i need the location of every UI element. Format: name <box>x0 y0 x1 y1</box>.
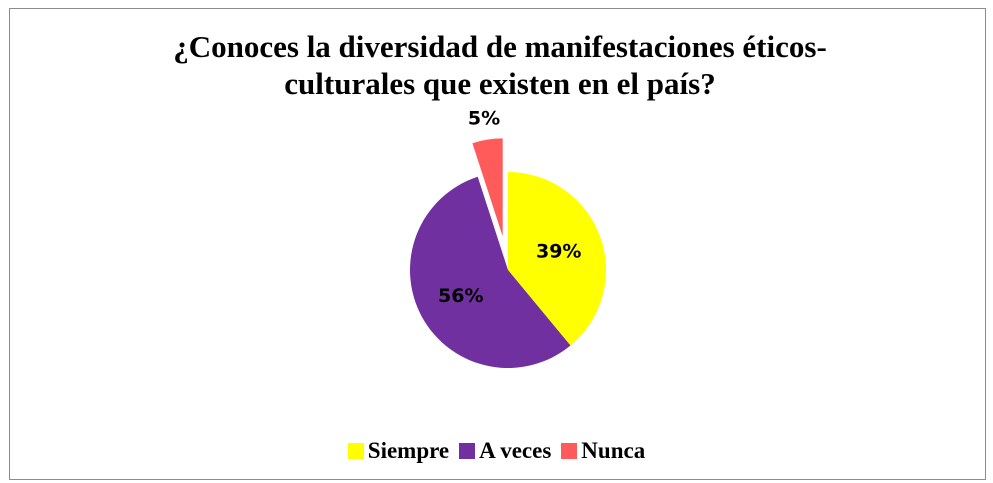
data-label-nunca: 5% <box>468 107 500 129</box>
pie-slice-siempre <box>508 172 606 346</box>
legend-label-nunca: Nunca <box>581 438 646 463</box>
chart-legend: Siempre A veces Nunca <box>0 438 993 464</box>
chart-title: ¿Conoces la diversidad de manifestacione… <box>173 29 827 101</box>
legend-label-a-veces: A veces <box>479 438 552 463</box>
legend-item-a-veces: A veces <box>459 438 551 464</box>
legend-item-siempre: Siempre <box>347 438 450 464</box>
pie-slice-a-veces <box>409 176 571 369</box>
data-label-a-veces: 56% <box>438 285 483 307</box>
legend-swatch-siempre <box>347 443 364 459</box>
legend-item-nunca: Nunca <box>561 438 645 464</box>
legend-label-siempre: Siempre <box>367 438 450 463</box>
pie-slice-nunca <box>472 138 503 237</box>
legend-swatch-a-veces <box>459 443 476 459</box>
data-label-siempre: 39% <box>536 241 581 263</box>
legend-swatch-nunca <box>561 443 578 459</box>
